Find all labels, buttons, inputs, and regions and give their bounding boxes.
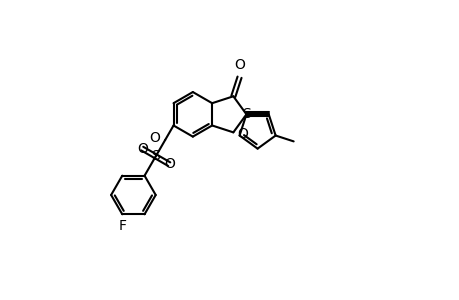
Text: O: O <box>236 127 247 141</box>
Text: O: O <box>234 58 245 73</box>
Text: O: O <box>149 131 159 146</box>
Text: S: S <box>241 107 250 121</box>
Text: F: F <box>118 219 126 233</box>
Text: S: S <box>151 149 160 164</box>
Text: O: O <box>136 142 147 156</box>
Text: O: O <box>163 157 174 171</box>
